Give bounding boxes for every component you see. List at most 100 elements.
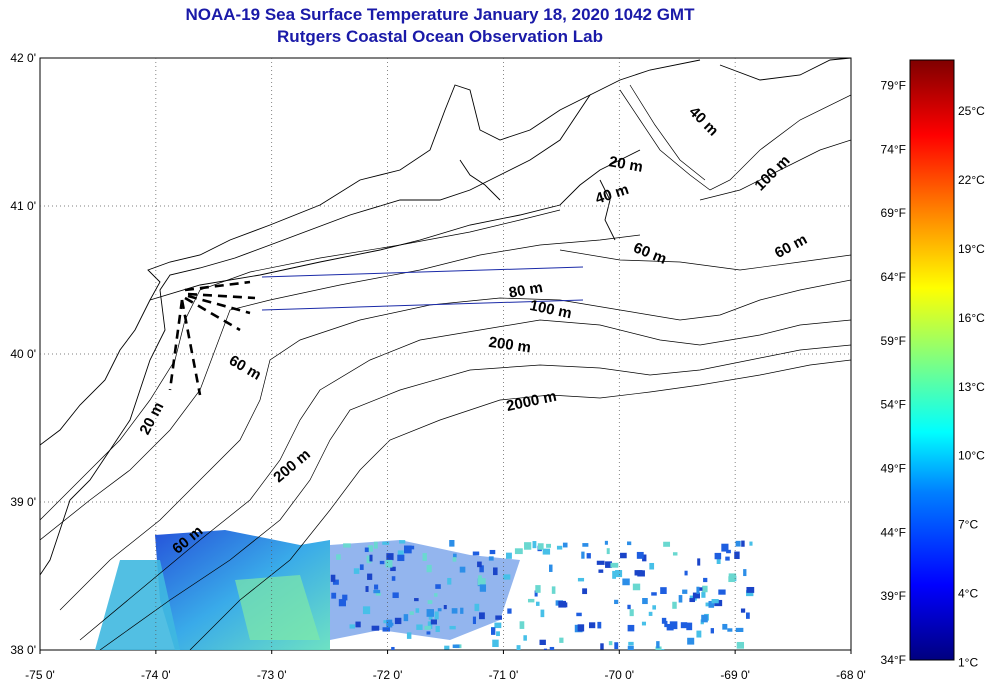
sst-pixel [608,641,613,646]
sst-pixel [336,554,341,560]
sst-pixel [330,574,336,582]
sst-pixel [415,608,420,613]
sst-pixel [641,621,647,626]
sst-pixel [586,553,591,559]
sst-pixel [424,625,431,630]
sst-pixel [488,556,494,561]
sst-pixel [740,608,746,613]
sst-pixel [535,601,540,606]
sst-pixel [692,592,700,599]
longitude-tick-labels: -75 0' -74 0' -73 0' -72 0' -71 0' -70 0' -69 … [25,650,866,682]
sst-pixel [562,542,568,548]
sst-pixel [610,562,619,568]
sst-pixel [716,558,721,564]
map-title: NOAA-19 Sea Surface Temperature January … [185,5,695,24]
sst-pixel [634,570,643,576]
latitude-tick-labels: 38 0' 39 0' 40 0' 41 0' 42 0' [10,51,36,657]
sst-pixel [532,541,537,549]
sst-pixel [404,545,412,554]
lon-tick-label: -72 0' [373,668,403,682]
sst-pixel [743,569,747,577]
sst-pixel [453,553,457,558]
sst-pixel [663,541,671,547]
sst-pixel [394,617,402,625]
sst-pixel [478,612,485,620]
sst-pixel [426,564,432,573]
sst-pixel [523,635,527,641]
sst-pixel [494,622,502,629]
colorbar-f-label: 59°F [881,334,906,348]
sst-pixel [680,622,688,629]
sst-pixel [615,570,623,578]
lon-tick-label: -74 0' [141,668,171,682]
sst-pixel [414,598,419,602]
sst-pixel [652,605,657,610]
sst-pixel [495,615,502,620]
sst-pixel [687,637,695,645]
sst-pixel [460,607,464,614]
sst-pixel [477,578,486,586]
sst-pixel [369,554,373,562]
sst-pixel [477,561,482,568]
sst-pixel [373,541,378,549]
sst-pixel [382,541,390,545]
sst-pixel [551,586,556,594]
sst-pixel [443,605,447,610]
sst-pixel [426,609,434,617]
sst-pixel [506,552,512,559]
lat-tick-label: 41 0' [10,199,36,213]
sst-pixel [588,622,596,629]
sst-pixel [718,589,726,595]
sst-pixel [338,599,346,607]
sst-pixel [722,623,728,630]
sst-pixel [559,637,564,643]
sst-pixel [427,621,433,629]
sst-pixel [627,604,631,610]
colorbar-f-label: 64°F [881,270,906,284]
sst-pixel [493,567,498,576]
sst-pixel [734,551,740,560]
colorbar-f-label: 79°F [881,79,906,93]
sst-pixel [435,625,440,633]
gridlines [40,58,851,650]
sst-pixel [582,588,588,595]
sst-pixel [524,542,532,550]
sst-pixel [598,569,604,573]
sst-pixel [736,641,745,649]
sst-pixel [660,649,665,650]
sst-pixel [577,624,585,632]
sst-pixel [472,616,477,625]
sst-pixel [701,591,706,598]
sst-pixel [479,584,487,592]
sst-pixel [447,577,452,585]
sst-pixel [527,598,535,603]
sst-pixel [539,639,546,645]
sst-pixel [696,586,700,594]
sst-speckle [330,540,755,650]
sst-pixel [672,601,677,609]
sst-pixel [374,584,379,590]
sst-pixel [661,617,667,624]
lat-tick-label: 39 0' [10,495,36,509]
sst-pixel [406,632,412,639]
sst-pixel [355,621,361,628]
sst-pixel [746,612,750,619]
sst-pixel [721,543,729,552]
sst-pixel [535,585,541,593]
sst-pixel [648,611,653,616]
colorbar-celsius-labels: 25°C 22°C 19°C 16°C 13°C 10°C 7°C 4°C 1°C [958,104,985,669]
sst-pixel [629,609,634,617]
sst-pixel [684,570,688,576]
lon-tick-label: -73 0' [257,668,287,682]
sst-pixel [362,606,371,615]
sst-pixel [600,643,604,650]
sst-pixel [689,598,695,603]
colorbar-c-label: 22°C [958,173,985,187]
sst-pixel [428,613,433,620]
sst-pixel [496,631,500,637]
sst-pixel [636,551,644,559]
sst-pixel [597,621,602,629]
sst-pixel [556,545,563,550]
colorbar-f-label: 34°F [881,653,906,667]
